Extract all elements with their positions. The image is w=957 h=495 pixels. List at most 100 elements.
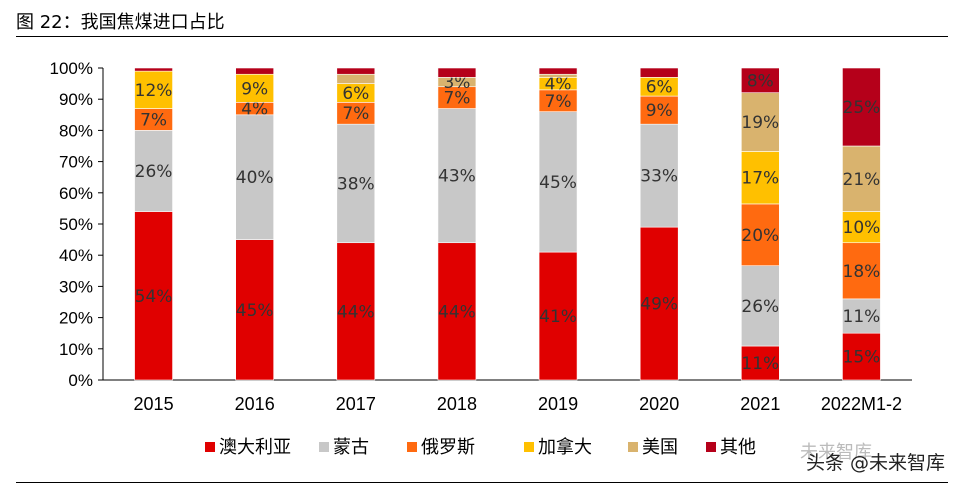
watermark-faint: 未来智库 [800, 442, 872, 463]
data-label: 41% [539, 307, 577, 327]
data-label: 7% [545, 92, 572, 112]
y-tick-label: 70% [59, 153, 93, 172]
bar-segment [336, 73, 376, 84]
y-tick-label: 40% [59, 246, 93, 265]
bar-segment [538, 73, 578, 78]
data-label: 54% [135, 287, 173, 307]
data-label: 45% [539, 173, 577, 193]
data-label: 44% [337, 302, 375, 322]
bar-segment [437, 108, 477, 244]
y-tick-label: 10% [59, 340, 93, 359]
watermark: 头条 @未来智库 [805, 452, 945, 474]
bar-segment [235, 73, 274, 103]
y-tick-label: 90% [59, 90, 93, 109]
bar-segment [538, 111, 578, 253]
data-label: 3% [443, 73, 470, 93]
data-label: 26% [135, 162, 173, 182]
legend-label: 其他 [720, 437, 756, 458]
y-tick-label: 20% [59, 309, 93, 328]
legend-swatch [407, 442, 417, 452]
data-label: 17% [741, 169, 779, 189]
data-label: 8% [747, 71, 774, 91]
data-label: 11% [741, 354, 779, 374]
bar-segment [437, 67, 477, 78]
y-tick-label: 0% [68, 371, 93, 390]
bar-segment [437, 242, 477, 381]
data-label: 43% [438, 167, 476, 187]
data-label: 12% [135, 81, 173, 101]
bar-segment [134, 211, 173, 381]
data-label: 18% [843, 262, 881, 282]
data-label: 7% [342, 104, 369, 124]
y-tick-label: 100% [50, 59, 93, 78]
bar-segment [842, 242, 881, 300]
data-label: 25% [843, 98, 881, 118]
bar-segment [842, 145, 881, 212]
legend-label: 加拿大 [538, 436, 592, 458]
x-tick-label: 2020 [639, 394, 679, 414]
legend-swatch [706, 442, 716, 452]
legend-swatch [628, 442, 638, 452]
data-label: 4% [241, 100, 268, 120]
data-label: 15% [843, 348, 881, 368]
bar-segment [741, 203, 780, 267]
data-label: 11% [843, 307, 881, 327]
x-tick-label: 2019 [538, 394, 578, 414]
y-tick-label: 60% [59, 184, 93, 203]
bar-segment [639, 123, 679, 228]
x-tick-label: 2018 [437, 394, 477, 414]
data-label: 7% [443, 89, 470, 109]
y-tick-label: 80% [59, 121, 93, 140]
data-label: 6% [646, 78, 673, 98]
data-label: 20% [741, 226, 779, 246]
data-label: 6% [342, 84, 369, 104]
data-label: 49% [640, 295, 678, 315]
data-label: 45% [236, 301, 274, 321]
x-tick-label: 2022M1-2 [821, 394, 902, 414]
x-tick-label: 2021 [740, 394, 780, 414]
bar-segment [134, 130, 173, 212]
bottom-rule [16, 482, 948, 483]
bar-segment [639, 67, 679, 78]
bar-segment [842, 298, 881, 334]
data-label: 44% [438, 302, 476, 322]
legend-label: 俄罗斯 [421, 437, 475, 458]
bar-segment [842, 211, 881, 244]
bar-segment [336, 67, 376, 75]
bar-segment [741, 265, 780, 347]
bar-segment [235, 67, 274, 75]
data-label: 21% [843, 170, 881, 190]
bar-segment [235, 239, 274, 381]
data-label: 9% [241, 79, 268, 99]
bar-segment [741, 92, 780, 152]
data-label: 33% [640, 167, 678, 187]
data-label: 9% [646, 101, 673, 121]
y-tick-label: 50% [59, 215, 93, 234]
data-label: 26% [741, 297, 779, 317]
data-label: 19% [741, 113, 779, 133]
bar-segment [538, 67, 578, 75]
data-label: 38% [337, 174, 375, 194]
bar-segment [235, 114, 274, 240]
data-label: 4% [545, 75, 572, 95]
x-tick-label: 2016 [235, 394, 275, 414]
bar-segment [336, 123, 376, 244]
bar-segment [842, 67, 881, 147]
chart-title: 图 22：我国焦煤进口占比 [16, 12, 225, 33]
legend-swatch [319, 442, 329, 452]
bar-segment [639, 226, 679, 381]
legend-swatch [205, 442, 215, 452]
x-tick-label: 2015 [134, 394, 174, 414]
y-tick-label: 30% [59, 277, 93, 296]
bar-segment [538, 251, 578, 381]
bar-segment [134, 67, 173, 72]
bar-segment [741, 345, 780, 381]
data-label: 10% [843, 218, 881, 238]
legend-label: 蒙古 [333, 437, 369, 458]
data-label: 7% [140, 110, 167, 130]
legend-label: 美国 [642, 437, 678, 458]
legend-label: 澳大利亚 [219, 437, 291, 458]
top-rule [16, 36, 948, 37]
x-tick-label: 2017 [336, 394, 376, 414]
